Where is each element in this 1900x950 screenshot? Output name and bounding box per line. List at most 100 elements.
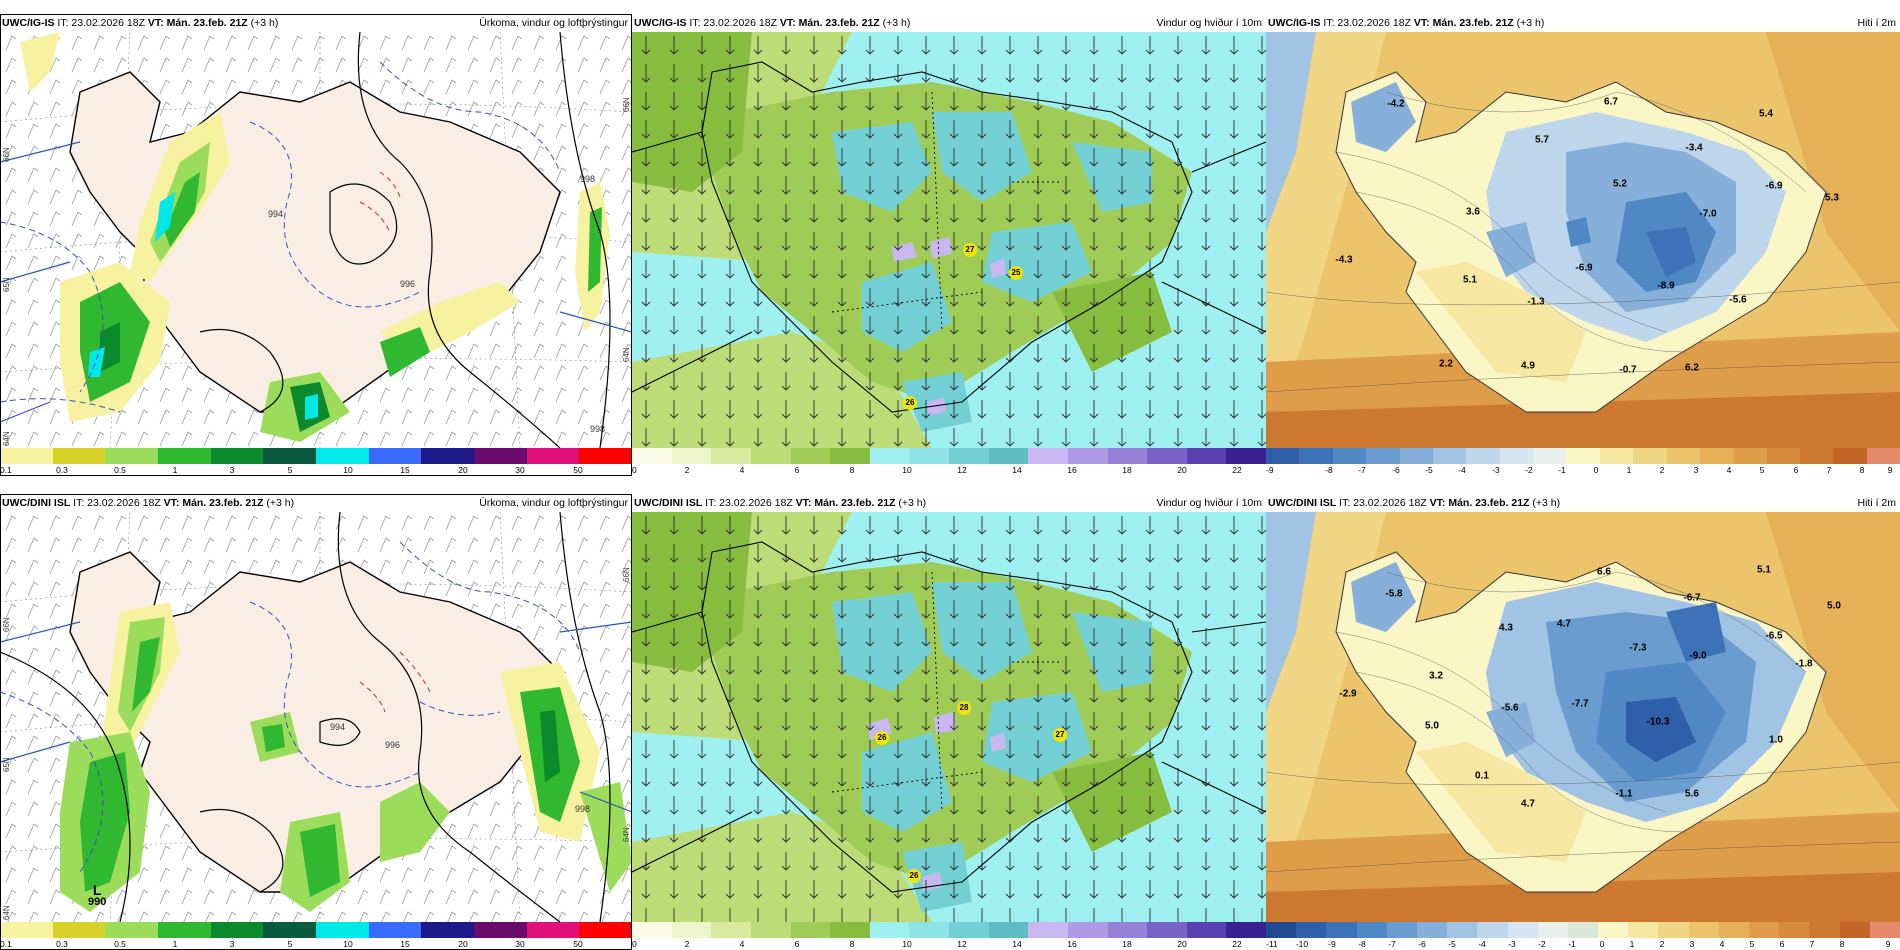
valid-label: VT: <box>795 497 812 509</box>
lead-time: (+3 h) <box>898 497 927 509</box>
tick: -8 <box>1325 465 1333 475</box>
temp-label: -6.7 <box>1683 592 1701 604</box>
tick: 8 <box>1839 939 1845 949</box>
model-name: UWC/DINI ISL <box>2 497 71 509</box>
gust-marker: 28 <box>957 701 971 715</box>
tick: 4 <box>1719 939 1725 949</box>
lat-label-right: 64N <box>622 827 631 842</box>
temp-label: 0.1 <box>1475 770 1489 782</box>
temp-label: 5.2 <box>1613 178 1627 190</box>
temp-label: -4.3 <box>1335 254 1353 266</box>
wind-colorbar <box>632 448 1266 464</box>
valid-time: Mán. 23.feb. 21Z <box>166 17 248 29</box>
lat-label: 66N <box>2 147 11 162</box>
temp-label: -9.0 <box>1689 650 1707 662</box>
precip-ticks: 0.1 0.3 0.5 1 3 5 10 15 20 30 50 <box>0 938 632 950</box>
precip-map[interactable]: 994 996 998 L 990 66N 65N 64N 66N 64N <box>0 512 632 922</box>
temp-label: -0.7 <box>1619 364 1637 376</box>
tick: -2 <box>1538 939 1546 949</box>
row1-wind-panel: UWC/IG-IS IT: 23.02.2026 18Z VT: Mán. 23… <box>632 14 1266 476</box>
tick: 8 <box>849 939 855 949</box>
temperature-map[interactable]: 6.6 5.1 -5.8 -6.7 5.0 4.3 4.7 -6.5 -7.3 … <box>1266 512 1900 922</box>
wind-map[interactable]: 27 25 26 <box>632 32 1266 448</box>
tick: 0.3 <box>56 939 68 949</box>
tick: -11 <box>1266 939 1278 949</box>
temp-label: -6.5 <box>1765 630 1783 642</box>
row2-wind-panel: UWC/DINI ISL IT: 23.02.2026 18Z VT: Mán.… <box>632 494 1266 950</box>
lat-label: 66N <box>2 617 11 632</box>
valid-time: Mán. 23.feb. 21Z <box>798 17 880 29</box>
isobar-label: 996 <box>400 279 415 289</box>
tick: 0 <box>632 465 637 475</box>
valid-label: VT: <box>779 17 796 29</box>
tick: 1 <box>1629 939 1635 949</box>
isobar-label: 996 <box>385 740 400 750</box>
tick: -6 <box>1392 465 1400 475</box>
tick: 7 <box>1826 465 1832 475</box>
temperature-map[interactable]: -4.2 6.7 5.4 5.7 -3.4 -6.9 5.2 5.3 3.6 -… <box>1266 32 1900 448</box>
model-name: UWC/DINI ISL <box>1268 497 1337 509</box>
model-name: UWC/IG-IS <box>2 17 55 29</box>
temp-label: 5.7 <box>1535 134 1549 146</box>
precip-ticks: 0.1 0.3 0.5 1 3 5 10 15 20 30 50 <box>0 464 632 476</box>
temp-colorbar <box>1266 448 1900 464</box>
tick: 0.5 <box>114 939 126 949</box>
temp-label: -10.3 <box>1646 716 1670 728</box>
tick: 22 <box>1232 465 1242 475</box>
tick: 14 <box>1012 465 1022 475</box>
tick: 18 <box>1122 939 1132 949</box>
tick: 14 <box>1012 939 1022 949</box>
precip-map[interactable]: 994 996 998 998 66N 65N 64N 66N 64N <box>0 32 632 448</box>
temp-label: 5.1 <box>1757 564 1771 576</box>
tick: 7 <box>1809 939 1815 949</box>
tick: -6 <box>1418 939 1426 949</box>
valid-label: VT: <box>147 17 164 29</box>
tick: 6 <box>1793 465 1799 475</box>
panel-header: UWC/DINI ISL IT: 23.02.2026 18Z VT: Mán.… <box>632 494 1266 512</box>
tick: 15 <box>400 939 410 949</box>
temp-label: -1.1 <box>1615 788 1633 800</box>
panel-header: UWC/DINI ISL IT: 23.02.2026 18Z VT: Mán.… <box>0 494 632 512</box>
temp-label: 5.6 <box>1685 788 1699 800</box>
tick: 20 <box>1177 465 1187 475</box>
tick: -1 <box>1568 939 1576 949</box>
tick: 15 <box>400 465 410 475</box>
tick: 0.3 <box>56 465 68 475</box>
tick: 0.1 <box>0 939 12 949</box>
tick: 4 <box>739 465 745 475</box>
row1-temp-panel: UWC/IG-IS IT: 23.02.2026 18Z VT: Mán. 23… <box>1266 14 1900 475</box>
wind-ticks: 0 2 4 6 8 10 12 14 16 18 20 22 <box>632 938 1266 950</box>
tick: -1 <box>1558 465 1566 475</box>
temp-label: 6.2 <box>1685 362 1699 374</box>
panel-title: Hiti í 2m <box>1857 17 1896 29</box>
row1-precip-panel: UWC/IG-IS IT: 23.02.2026 18Z VT: Mán. 23… <box>0 14 633 476</box>
lead-time: (+3 h) <box>882 17 911 29</box>
tick: -9 <box>1266 465 1274 475</box>
tick: 22 <box>1232 939 1242 949</box>
tick: 5 <box>1759 465 1765 475</box>
tick: -7 <box>1358 465 1366 475</box>
issue-time: IT: 23.02.2026 18Z <box>1323 17 1411 29</box>
isobar-label: 998 <box>580 174 595 184</box>
temp-label: 6.7 <box>1604 96 1618 108</box>
gust-marker: 25 <box>1009 266 1023 280</box>
tick: -7 <box>1388 939 1396 949</box>
precip-colorbar <box>0 448 633 464</box>
precip-colorbar <box>0 922 633 938</box>
tick: 0 <box>1593 465 1599 475</box>
temp-label: -1.3 <box>1527 296 1545 308</box>
wind-ticks: 0 2 4 6 8 10 12 14 16 18 20 22 <box>632 464 1266 476</box>
temp-label: 4.3 <box>1499 622 1513 634</box>
tick: 6 <box>1779 939 1785 949</box>
gust-marker: 26 <box>875 731 889 745</box>
panel-header: UWC/IG-IS IT: 23.02.2026 18Z VT: Mán. 23… <box>632 14 1266 32</box>
wind-map[interactable]: 26 28 27 26 <box>632 512 1266 922</box>
model-name: UWC/IG-IS <box>634 17 687 29</box>
tick: 16 <box>1067 939 1077 949</box>
tick: 6 <box>794 939 800 949</box>
tick: 9 <box>1887 465 1893 475</box>
temp-label: 5.3 <box>1825 192 1839 204</box>
tick: -10 <box>1295 939 1309 949</box>
temp-label: 6.6 <box>1597 566 1611 578</box>
low-pressure-marker: L 990 <box>88 883 106 908</box>
